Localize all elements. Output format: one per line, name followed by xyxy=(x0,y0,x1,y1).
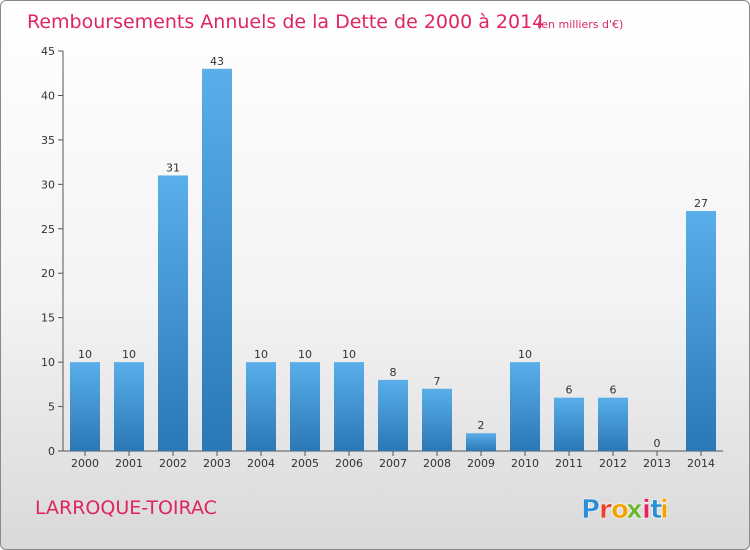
data-label: 10 xyxy=(254,348,268,361)
bar xyxy=(334,362,364,451)
y-tick-label: 35 xyxy=(41,134,55,147)
x-tick-label: 2012 xyxy=(599,457,627,470)
bar xyxy=(598,397,628,451)
y-tick-label: 20 xyxy=(41,267,55,280)
x-tick-label: 2010 xyxy=(511,457,539,470)
logo-letter: P xyxy=(581,495,600,525)
logo-letter: i xyxy=(642,495,651,525)
logo-letter: x xyxy=(626,495,643,525)
commune-name: LARROQUE-TOIRAC xyxy=(35,497,217,519)
y-tick-label: 40 xyxy=(41,89,55,102)
bar xyxy=(686,211,716,451)
data-label: 10 xyxy=(122,348,136,361)
bar xyxy=(466,433,496,451)
data-label: 31 xyxy=(166,161,180,174)
data-label: 7 xyxy=(434,375,441,388)
data-label: 6 xyxy=(610,384,617,397)
data-label: 10 xyxy=(298,348,312,361)
y-tick-label: 45 xyxy=(41,45,55,58)
data-label: 43 xyxy=(210,55,224,68)
y-tick-label: 0 xyxy=(48,445,55,458)
x-tick-label: 2008 xyxy=(423,457,451,470)
chart-unit: (en milliers d'€) xyxy=(537,18,623,31)
logo-letter: r xyxy=(599,495,612,525)
x-tick-label: 2005 xyxy=(291,457,319,470)
y-tick-label: 15 xyxy=(41,312,55,325)
y-tick-label: 25 xyxy=(41,223,55,236)
x-tick-label: 2002 xyxy=(159,457,187,470)
chart-title: Remboursements Annuels de la Dette de 20… xyxy=(27,11,544,33)
bar xyxy=(510,362,540,451)
x-tick-label: 2001 xyxy=(115,457,143,470)
logo-letter: i xyxy=(660,495,669,525)
y-tick-label: 5 xyxy=(48,401,55,414)
bar xyxy=(378,379,408,451)
bar xyxy=(158,175,188,451)
bar xyxy=(290,362,320,451)
bar xyxy=(202,68,232,452)
data-label: 8 xyxy=(390,366,397,379)
data-label: 10 xyxy=(518,348,532,361)
y-tick-label: 30 xyxy=(41,178,55,191)
data-label: 10 xyxy=(78,348,92,361)
data-label: 10 xyxy=(342,348,356,361)
x-tick-label: 2007 xyxy=(379,457,407,470)
bar xyxy=(554,397,584,451)
y-tick-label: 10 xyxy=(41,356,55,369)
logo-letter: t xyxy=(650,495,662,525)
x-tick-label: 2014 xyxy=(687,457,715,470)
data-label: 2 xyxy=(478,419,485,432)
x-tick-label: 2009 xyxy=(467,457,495,470)
x-tick-label: 2004 xyxy=(247,457,275,470)
x-tick-label: 2003 xyxy=(203,457,231,470)
proxiti-logo: Pr ox i ti xyxy=(581,495,670,526)
data-label: 0 xyxy=(654,437,661,450)
bar xyxy=(422,388,452,451)
bar xyxy=(246,362,276,451)
data-label: 6 xyxy=(566,384,573,397)
x-tick-label: 2000 xyxy=(71,457,99,470)
bar xyxy=(70,362,100,451)
x-tick-label: 2013 xyxy=(643,457,671,470)
bar xyxy=(114,362,144,451)
x-tick-label: 2006 xyxy=(335,457,363,470)
logo-letter: o xyxy=(611,495,629,525)
data-label: 27 xyxy=(694,197,708,210)
x-tick-label: 2011 xyxy=(555,457,583,470)
